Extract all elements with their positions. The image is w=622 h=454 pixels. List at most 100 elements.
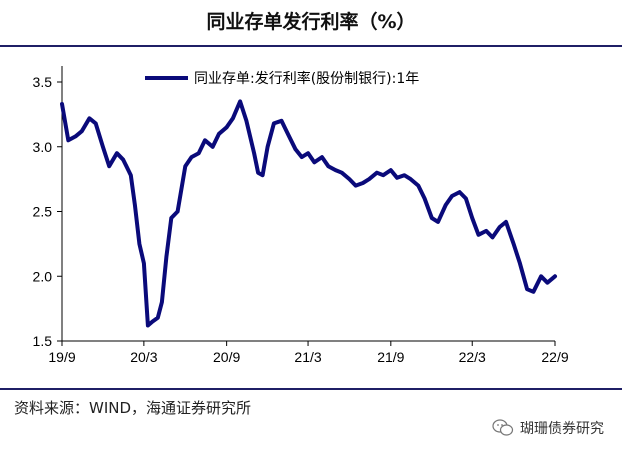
data-point	[183, 164, 187, 168]
data-point	[430, 216, 434, 220]
data-point	[160, 300, 164, 304]
source-note: 资料来源：WIND，海通证券研究所	[14, 399, 252, 417]
data-point	[389, 168, 393, 172]
data-point	[217, 132, 221, 136]
data-point	[231, 116, 235, 120]
data-point	[80, 129, 84, 133]
data-point	[498, 225, 502, 229]
chart-axes: 1.5 2.0 2.5 3.0 3.5 19/9 20/3 20/9 21/3 21/9 22/3 2…	[33, 66, 569, 365]
data-point	[261, 173, 265, 177]
data-point	[511, 242, 516, 246]
data-point	[60, 102, 64, 106]
bottom-rule	[0, 388, 622, 390]
data-point	[73, 134, 78, 138]
data-point	[133, 203, 137, 207]
data-point	[66, 138, 70, 142]
x-tick-label: 22/3	[459, 349, 486, 365]
data-point	[416, 184, 420, 188]
data-point	[286, 132, 290, 136]
data-point	[312, 160, 316, 164]
data-point	[238, 99, 242, 103]
series-layer	[60, 99, 557, 328]
y-tick-label: 2.0	[33, 268, 53, 284]
x-tick-label: 19/9	[48, 349, 75, 365]
legend-label: 同业存单:发行利率(股份制银行):1年	[194, 70, 419, 87]
data-point	[464, 196, 468, 201]
data-point	[504, 220, 508, 224]
top-rule	[0, 45, 622, 47]
data-point	[306, 151, 310, 155]
data-point	[409, 177, 413, 181]
watermark-label: 瑚珊债券研究	[520, 421, 604, 437]
data-point	[458, 190, 462, 194]
data-point	[146, 323, 150, 328]
x-tick-label: 22/9	[541, 349, 568, 365]
data-point	[484, 229, 488, 233]
data-point	[169, 216, 173, 220]
y-tick-label: 1.5	[33, 333, 53, 349]
data-point	[333, 168, 338, 172]
data-point	[326, 164, 330, 168]
x-tick-label: 20/9	[213, 349, 240, 365]
data-point	[395, 176, 399, 180]
data-point	[203, 138, 207, 142]
data-point	[164, 255, 168, 259]
data-point	[476, 233, 481, 237]
data-point	[340, 171, 344, 175]
data-point	[450, 194, 454, 198]
y-tick-label: 3.0	[33, 139, 53, 155]
data-point	[436, 220, 440, 224]
data-point	[107, 164, 111, 168]
data-point	[256, 171, 260, 175]
data-point	[244, 119, 248, 123]
data-point	[225, 125, 229, 129]
data-point	[137, 242, 141, 246]
data-point	[423, 196, 427, 201]
data-point	[197, 151, 201, 155]
data-point	[87, 116, 91, 120]
chart-title: 同业存单发行利率（%）	[206, 11, 416, 33]
data-point	[381, 173, 385, 177]
x-tick-label: 21/9	[377, 349, 404, 365]
data-point	[539, 274, 543, 278]
data-point	[129, 173, 133, 177]
data-point	[121, 158, 125, 162]
data-point	[300, 155, 304, 159]
data-point	[367, 177, 371, 181]
data-point	[189, 155, 194, 159]
data-point	[156, 316, 160, 320]
data-point	[176, 209, 180, 214]
y-tick-label: 2.5	[33, 204, 53, 220]
watermark: 瑚珊债券研究	[492, 418, 604, 438]
data-point	[553, 274, 557, 278]
data-point	[490, 235, 495, 239]
data-point	[266, 145, 270, 149]
data-point	[531, 290, 536, 294]
data-point	[402, 173, 406, 177]
data-point	[279, 119, 284, 123]
data-point	[375, 171, 379, 175]
line-chart: 1.5 2.0 2.5 3.0 3.5 19/9 20/3 20/9 21/3 21/9 22/3 2…	[33, 66, 569, 365]
data-point	[545, 281, 550, 285]
x-tick-label: 21/3	[294, 349, 321, 365]
data-point	[354, 184, 358, 188]
data-point	[347, 177, 351, 181]
data-point	[320, 155, 324, 159]
data-point	[142, 261, 146, 265]
data-point	[94, 121, 98, 125]
x-tick-label: 20/3	[130, 349, 157, 365]
data-point	[361, 181, 365, 185]
data-point	[150, 320, 154, 324]
data-point	[115, 151, 119, 155]
data-point	[293, 147, 298, 151]
data-point	[101, 145, 105, 149]
data-point	[444, 203, 448, 207]
data-point	[518, 261, 522, 265]
data-point	[272, 121, 276, 125]
data-point	[252, 151, 256, 155]
data-point	[470, 216, 474, 220]
wechat-icon	[492, 419, 514, 436]
series-line	[60, 99, 557, 328]
y-tick-label: 3.5	[33, 74, 53, 90]
chart-legend: 同业存单:发行利率(股份制银行):1年	[145, 70, 419, 87]
